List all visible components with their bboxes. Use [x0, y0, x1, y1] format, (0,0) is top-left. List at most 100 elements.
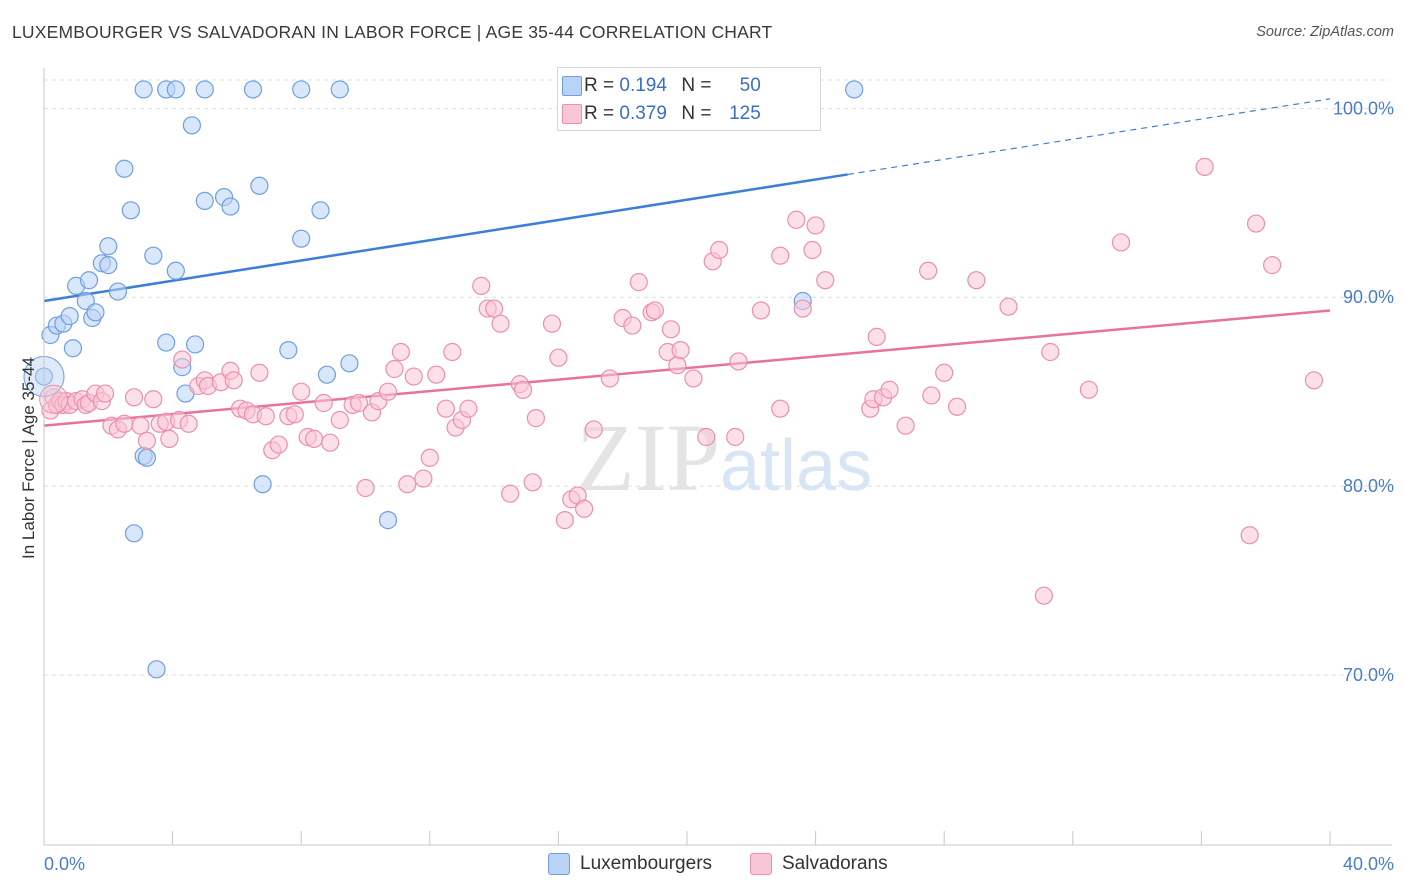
point-salvadorans: [124, 388, 144, 407]
point-salvadorans: [1304, 371, 1324, 390]
legend-row-salvadorans: R = 0.379 N = 125: [562, 101, 761, 127]
point-luxembourgers: [134, 80, 153, 99]
point-salvadorans: [880, 380, 899, 399]
axis-layer: 70.0% 80.0% 90.0% 100.0% 0.0% 40.0% In Labor F…: [19, 68, 1394, 874]
point-luxembourgers: [86, 303, 105, 322]
point-luxembourgers: [195, 80, 214, 99]
point-luxembourgers: [292, 229, 311, 248]
point-salvadorans: [967, 271, 986, 290]
point-salvadorans: [526, 409, 545, 428]
point-salvadorans: [420, 448, 439, 467]
point-salvadorans: [269, 435, 288, 454]
point-salvadorans: [179, 414, 198, 433]
y-axis-label: In Labor Force | Age 35-44: [19, 357, 38, 559]
point-layer: [23, 80, 1324, 679]
point-salvadorans: [1111, 233, 1131, 252]
trend-layer: [43, 98, 1331, 427]
point-luxembourgers: [311, 201, 330, 220]
bottom-legend-label-salvadorans: Salvadorans: [782, 853, 888, 874]
point-salvadorans: [935, 363, 954, 382]
point-salvadorans: [314, 393, 333, 413]
watermark-zip: ZIP: [576, 404, 720, 511]
point-salvadorans: [584, 420, 603, 439]
point-salvadorans: [726, 427, 745, 447]
point-salvadorans: [523, 473, 542, 492]
point-luxembourgers: [79, 271, 99, 290]
point-salvadorans: [472, 276, 491, 295]
point-salvadorans: [896, 416, 915, 435]
point-luxembourgers: [121, 201, 140, 220]
point-luxembourgers: [63, 339, 83, 358]
point-luxembourgers: [195, 191, 214, 210]
point-salvadorans: [661, 320, 681, 339]
point-salvadorans: [513, 380, 533, 399]
point-salvadorans: [575, 499, 594, 518]
point-salvadorans: [645, 301, 664, 320]
point-salvadorans: [292, 382, 311, 401]
chart-title: LUXEMBOURGER VS SALVADORAN IN LABOR FORC…: [12, 22, 773, 42]
point-salvadorans: [321, 433, 340, 452]
point-salvadorans: [501, 484, 520, 503]
legend-n-label: N =: [681, 75, 712, 96]
point-salvadorans: [555, 511, 574, 530]
point-salvadorans: [330, 410, 349, 430]
point-salvadorans: [137, 431, 156, 450]
point-salvadorans: [668, 356, 687, 375]
point-salvadorans: [806, 216, 825, 235]
legend-n-value-salvadorans: 125: [729, 103, 761, 124]
y-tick-label: 70.0%: [1343, 665, 1394, 685]
point-salvadorans: [1263, 256, 1282, 275]
point-salvadorans: [436, 399, 455, 418]
point-salvadorans: [999, 297, 1018, 316]
legend: R = 0.194 N = 50 R = 0.379 N = 125: [557, 67, 821, 131]
point-luxembourgers: [221, 197, 240, 216]
point-luxembourgers: [166, 261, 185, 280]
point-salvadorans: [173, 350, 192, 369]
point-salvadorans: [684, 369, 703, 388]
point-salvadorans: [1034, 586, 1053, 605]
point-salvadorans: [751, 301, 771, 320]
point-luxembourgers: [243, 80, 263, 99]
bottom-legend-swatch-pink: [750, 853, 772, 875]
y-tick-label: 80.0%: [1343, 476, 1394, 496]
point-salvadorans: [131, 416, 150, 435]
point-salvadorans: [224, 371, 243, 390]
point-salvadorans: [922, 386, 941, 405]
point-salvadorans: [816, 271, 835, 290]
trend-line-luxembourgers-extension: [847, 98, 1331, 176]
legend-r-label: R =: [584, 103, 615, 124]
y-tick-label: 100.0%: [1333, 98, 1394, 118]
point-luxembourgers: [147, 660, 166, 679]
legend-n-value-luxembourgers: 50: [739, 75, 761, 96]
point-salvadorans: [867, 327, 886, 346]
point-salvadorans: [771, 399, 790, 418]
point-salvadorans: [919, 261, 938, 280]
point-luxembourgers: [99, 256, 118, 275]
legend-swatch-blue: [562, 76, 582, 96]
point-salvadorans: [697, 427, 716, 447]
point-salvadorans: [144, 390, 163, 409]
point-luxembourgers: [279, 341, 298, 360]
point-salvadorans: [285, 405, 304, 424]
point-salvadorans: [443, 342, 462, 362]
point-salvadorans: [160, 429, 179, 448]
point-salvadorans: [787, 210, 806, 229]
point-luxembourgers: [60, 307, 79, 326]
point-salvadorans: [95, 384, 115, 403]
point-salvadorans: [803, 240, 822, 260]
point-salvadorans: [115, 414, 134, 433]
point-salvadorans: [771, 246, 790, 265]
point-salvadorans: [485, 299, 504, 318]
point-luxembourgers: [186, 335, 205, 354]
point-salvadorans: [542, 314, 562, 333]
point-luxembourgers: [250, 176, 269, 195]
point-salvadorans: [491, 314, 510, 333]
legend-row-luxembourgers: R = 0.194 N = 50: [562, 73, 761, 99]
point-salvadorans: [304, 429, 324, 448]
point-luxembourgers: [99, 237, 118, 256]
point-salvadorans: [1041, 342, 1060, 362]
point-luxembourgers: [137, 448, 156, 467]
point-salvadorans: [629, 273, 648, 292]
bottom-legend-salvadorans: Salvadorans: [750, 851, 888, 877]
